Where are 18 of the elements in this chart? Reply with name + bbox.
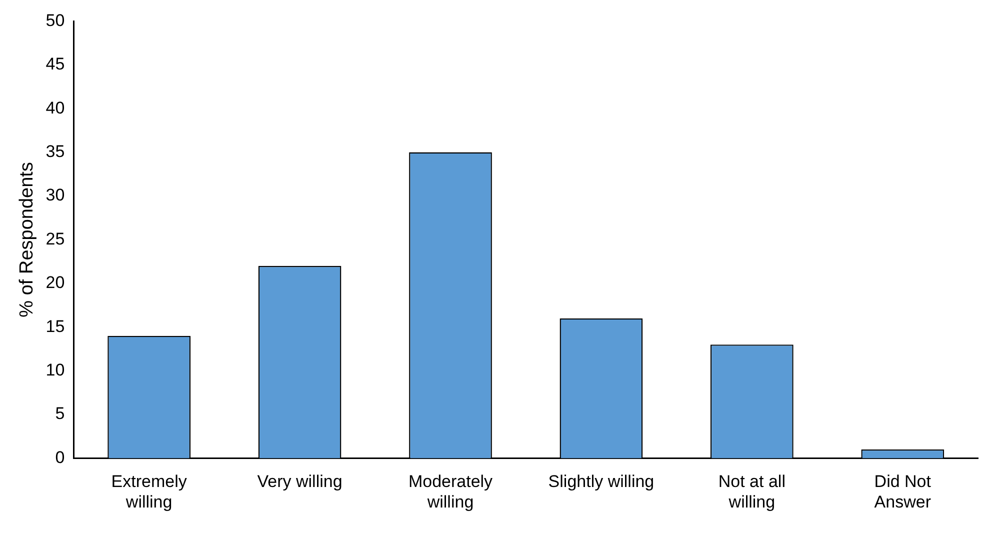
- x-tick-label: Did Not Answer: [874, 472, 932, 512]
- y-axis-title: % of Respondents: [16, 162, 38, 318]
- y-tick-label: 40: [46, 98, 65, 118]
- x-tick-label: Slightly willing: [548, 472, 654, 492]
- y-tick-label: 0: [55, 448, 65, 467]
- y-tick-label: 10: [46, 360, 65, 380]
- x-tick-label: Moderately willing: [408, 472, 494, 512]
- y-tick-label: 5: [55, 404, 65, 424]
- y-tick-label: 15: [46, 316, 65, 336]
- y-tick-label: 35: [46, 142, 65, 161]
- y-tick-label: 45: [46, 54, 65, 74]
- y-tick-label: 20: [46, 273, 65, 292]
- x-tick-label: Very willing: [257, 472, 342, 492]
- y-tick-label: 25: [46, 229, 65, 248]
- y-tick-label: 30: [46, 186, 65, 205]
- x-tick-label: Not at all willing: [718, 472, 786, 512]
- x-tick-label: Extremely willing: [111, 472, 188, 512]
- y-tick-label: 50: [46, 10, 65, 30]
